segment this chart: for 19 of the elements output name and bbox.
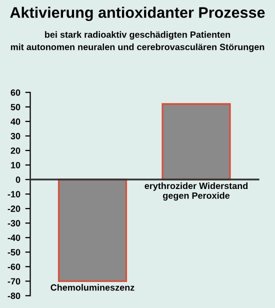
y-tick-label: 0	[16, 176, 20, 183]
y-tick-label: -70	[8, 278, 20, 285]
y-tick-label: 40	[10, 118, 20, 125]
chart-subtitle: bei stark radioaktiv geschädigten Patienten mit autonomen neuralen und cerebrovasculären Störungen	[10, 31, 264, 52]
y-tick-label: 10	[11, 162, 20, 168]
y-tick-label: 50	[10, 104, 20, 110]
y-tick-label: 20	[10, 147, 20, 154]
y-tick-label: -60	[8, 264, 20, 270]
y-tick-label: -40	[8, 234, 20, 241]
y-tick-label: 30	[10, 132, 20, 140]
y-tick-label: -80	[8, 292, 20, 300]
y-tick-label: -20	[8, 206, 20, 212]
x-tick-label: Chemolumineszenz	[50, 284, 134, 291]
y-tick-label: -30	[8, 220, 20, 226]
y-tick-label: -50	[8, 249, 20, 256]
y-tick-label: 60	[10, 89, 20, 96]
y-tick-label: -10	[8, 191, 20, 198]
chart-title: Aktivierung antioxidanter Prozesse	[10, 6, 265, 22]
x-tick-label: erythrozider Widerstand gegen Peroxide	[144, 182, 248, 201]
